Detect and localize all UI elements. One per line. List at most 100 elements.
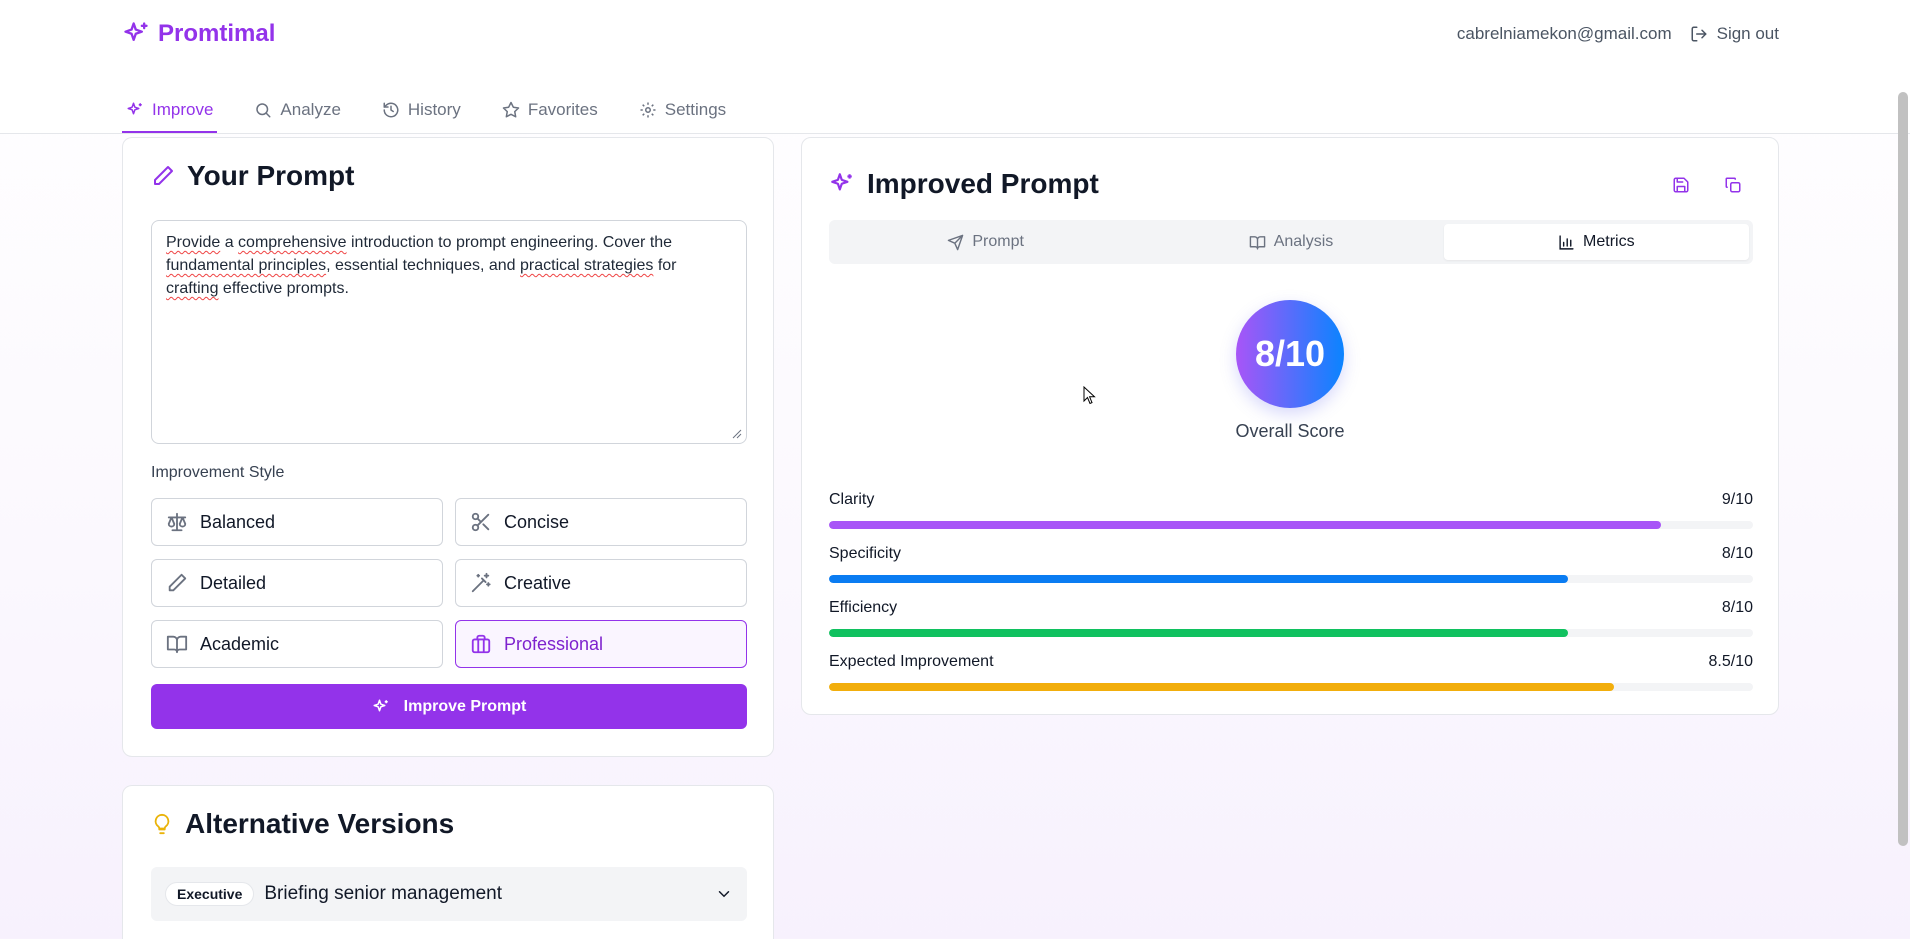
tab-label: Analysis (1273, 233, 1334, 250)
tab-prompt[interactable]: Prompt (833, 224, 1138, 260)
metric-header: Clarity 9/10 (829, 491, 1753, 515)
metric-clarity: Clarity 9/10 (829, 491, 1753, 545)
style-academic-button[interactable]: Academic (151, 620, 443, 668)
improvement-style-label: Improvement Style (151, 464, 285, 481)
tab-improve[interactable]: Improve (122, 88, 218, 133)
tab-analysis[interactable]: Analysis (1138, 224, 1443, 260)
alternative-versions-title: Alternative Versions (185, 808, 455, 839)
card-actions (1672, 176, 1742, 194)
gear-icon (639, 101, 657, 119)
your-prompt-title: Your Prompt (187, 160, 355, 191)
sign-out-label: Sign out (1716, 24, 1779, 43)
your-prompt-card: Your Prompt Provide a comprehensive intr… (122, 137, 774, 757)
metric-header: Efficiency 8/10 (829, 599, 1753, 623)
tab-analyze[interactable]: Analyze (250, 88, 344, 133)
metric-bar-track (829, 575, 1753, 583)
main-nav: Improve Analyze History Favorites Settin… (122, 88, 763, 133)
prompt-text-segment: fundamental principles (166, 257, 327, 274)
metric-efficiency: Efficiency 8/10 (829, 599, 1753, 653)
metric-bar-fill (829, 683, 1615, 691)
copy-icon[interactable] (1724, 176, 1742, 194)
metric-bar-fill (829, 521, 1661, 529)
logout-icon (1690, 25, 1708, 43)
app-header: Promtimal cabrelniamekon@gmail.com Sign … (0, 0, 1910, 134)
sparkles-icon (126, 101, 144, 119)
style-balanced-button[interactable]: Balanced (151, 498, 443, 546)
style-options: Balanced Concise Detailed Creative Acade… (151, 498, 747, 668)
style-detailed-button[interactable]: Detailed (151, 559, 443, 607)
history-icon (382, 101, 400, 119)
style-creative-button[interactable]: Creative (455, 559, 747, 607)
prompt-text-segment: , essential techniques, and (326, 257, 520, 274)
sparkles-icon (829, 171, 855, 197)
prompt-textarea[interactable]: Provide a comprehensive introduction to … (151, 220, 747, 444)
prompt-text-segment: introduction to prompt engineering. Cove… (346, 234, 673, 251)
pencil-icon (151, 164, 175, 188)
style-label: Detailed (200, 572, 267, 593)
scale-icon (166, 511, 188, 533)
metric-label: Efficiency (829, 599, 898, 616)
result-tabs: Prompt Analysis Metrics (829, 220, 1753, 264)
tab-label: Metrics (1583, 233, 1635, 250)
alternative-title: Briefing senior management (264, 883, 503, 904)
tab-label: History (407, 99, 461, 119)
lightbulb-icon (151, 812, 173, 836)
metric-label: Clarity (829, 491, 875, 508)
magic-wand-icon (470, 572, 492, 594)
save-icon[interactable] (1672, 176, 1690, 194)
sparkles-icon (122, 20, 150, 48)
tab-label: Favorites (527, 99, 598, 119)
tab-favorites[interactable]: Favorites (498, 88, 602, 133)
style-label: Creative (504, 572, 572, 593)
metric-value: 8.5/10 (1708, 653, 1753, 670)
search-icon (254, 101, 272, 119)
star-icon (502, 101, 520, 119)
resize-handle-icon[interactable] (732, 429, 742, 439)
style-label: Balanced (200, 511, 276, 532)
tab-history[interactable]: History (378, 88, 465, 133)
page-scrollbar[interactable] (1898, 92, 1908, 846)
prompt-text-segment: practical strategies (520, 257, 654, 274)
metrics-list: Clarity 9/10 Specificity 8/10 Efficiency 8/10… (829, 491, 1753, 707)
alternative-versions-card: Alternative Versions Executive Briefing … (122, 785, 774, 939)
book-icon (1249, 234, 1266, 251)
improved-prompt-title: Improved Prompt (867, 168, 1099, 199)
mouse-cursor-icon (1083, 386, 1097, 406)
tab-metrics[interactable]: Metrics (1443, 224, 1749, 260)
metric-expected-improvement: Expected Improvement 8.5/10 (829, 653, 1753, 707)
alternative-versions-heading: Alternative Versions (151, 808, 454, 840)
metric-bar-fill (829, 629, 1569, 637)
prompt-text-segment: a (220, 234, 239, 251)
style-label: Professional (504, 633, 604, 654)
chevron-down-icon[interactable] (715, 885, 733, 903)
alternative-item[interactable]: Executive Briefing senior management (151, 867, 747, 921)
metric-bar-track (829, 683, 1753, 691)
scissors-icon (470, 511, 492, 533)
alternative-badge: Executive (165, 882, 255, 906)
bar-chart-icon (1558, 234, 1575, 251)
pencil-icon (166, 572, 188, 594)
prompt-text-segment: comprehensive (238, 234, 347, 251)
tab-label: Prompt (972, 233, 1024, 250)
brand-name: Promtimal (158, 20, 276, 47)
style-concise-button[interactable]: Concise (455, 498, 747, 546)
improved-prompt-card: Improved Prompt Prompt Analysis Metrics … (801, 137, 1779, 715)
tab-settings[interactable]: Settings (635, 88, 730, 133)
metric-specificity: Specificity 8/10 (829, 545, 1753, 599)
metric-value: 9/10 (1721, 491, 1753, 508)
metric-header: Specificity 8/10 (829, 545, 1753, 569)
sign-out-button[interactable]: Sign out (1690, 24, 1779, 44)
improved-prompt-heading: Improved Prompt (829, 168, 1099, 200)
overall-score-label: Overall Score (1235, 421, 1345, 441)
metric-label: Specificity (829, 545, 902, 562)
style-label: Concise (504, 511, 570, 532)
prompt-text-segment: for (653, 257, 677, 274)
metric-label: Expected Improvement (829, 653, 994, 670)
improve-prompt-button[interactable]: Improve Prompt (151, 684, 747, 729)
briefcase-icon (470, 633, 492, 655)
overall-score-badge: 8/10 (1236, 300, 1344, 408)
metric-bar-track (829, 629, 1753, 637)
book-icon (166, 633, 188, 655)
brand[interactable]: Promtimal (122, 20, 275, 48)
style-professional-button[interactable]: Professional (455, 620, 747, 668)
